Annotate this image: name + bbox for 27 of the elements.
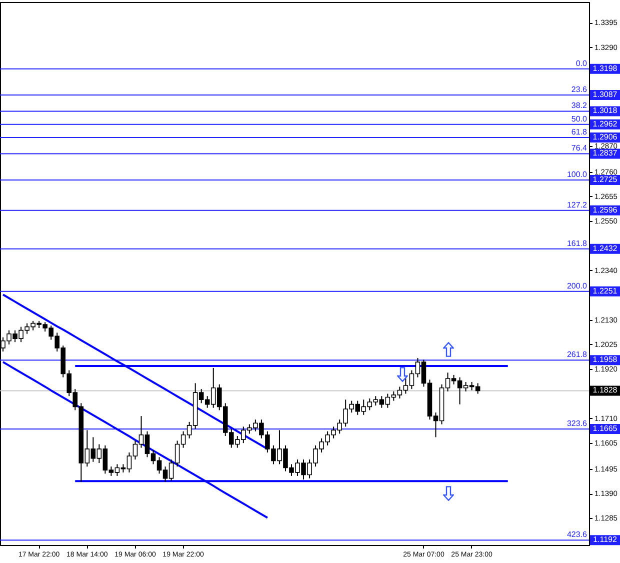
ref-line-label: 1.2906	[592, 132, 618, 142]
ref-line-label: 1.2962	[592, 119, 618, 128]
annotation: 100.0	[566, 170, 588, 180]
ref-line-label: 1.2725	[592, 175, 618, 184]
annotation: 61.8	[571, 128, 588, 137]
annotation: 50.0	[571, 114, 588, 124]
ref-line-label: 1.3087	[592, 90, 618, 100]
ref-line-label: 1.1828	[592, 386, 618, 395]
annotation: 76.4	[571, 144, 588, 153]
ref-line-label: 1.1665	[592, 424, 618, 433]
annotation: 0.0	[576, 58, 588, 68]
ref-line-label: 1.2251	[592, 286, 618, 296]
ref-line-label: 1.2432	[592, 244, 618, 253]
annotation: 261.8	[566, 350, 588, 360]
annotation: 23.6	[571, 85, 588, 94]
ref-line-label: 1.2837	[592, 148, 618, 158]
ref-line-label: 1.1192	[593, 535, 618, 544]
annotation: 200.0	[566, 281, 588, 290]
annotation: 38.2	[571, 101, 588, 110]
annotation: 161.8	[566, 238, 588, 248]
annotation: 423.6	[566, 530, 588, 540]
annotation: 323.6	[566, 418, 588, 428]
ref-line-label: 1.3198	[592, 64, 618, 73]
ref-line-label: 1.3018	[592, 106, 618, 116]
ref-line-label: 1.2596	[592, 205, 618, 214]
annotation: 127.2	[566, 200, 588, 210]
ref-line-label: 1.1958	[592, 355, 618, 364]
